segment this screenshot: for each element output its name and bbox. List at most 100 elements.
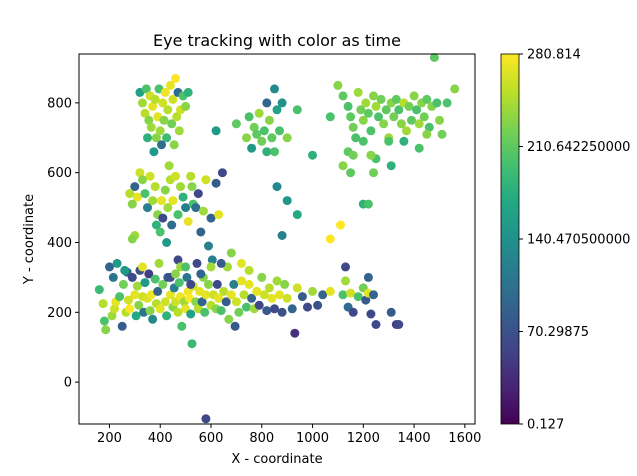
data-point bbox=[140, 189, 150, 199]
data-point bbox=[369, 168, 378, 178]
colorbar-tick-label: 0.127 bbox=[527, 418, 564, 433]
colorbar-ticks: 0.127 70.29875 140.470500000 210.642250000 2… bbox=[519, 48, 630, 433]
data-point bbox=[94, 285, 104, 295]
data-point bbox=[290, 328, 300, 338]
data-point bbox=[237, 258, 246, 268]
data-point bbox=[404, 101, 414, 111]
data-point bbox=[150, 274, 160, 284]
data-point bbox=[216, 258, 226, 268]
data-point bbox=[148, 196, 158, 206]
data-point bbox=[361, 295, 371, 305]
data-point bbox=[192, 258, 202, 268]
data-point bbox=[244, 265, 254, 275]
x-axis: 200 400 600 800 1000 1200 1400 1600 bbox=[97, 424, 481, 446]
data-point bbox=[217, 168, 227, 178]
data-point bbox=[247, 293, 257, 303]
data-point bbox=[386, 161, 396, 171]
colorbar-tick-label: 140.470500000 bbox=[527, 233, 630, 248]
data-point bbox=[198, 206, 208, 216]
data-point bbox=[127, 234, 137, 244]
data-point bbox=[308, 150, 317, 160]
data-point bbox=[168, 196, 178, 206]
data-point bbox=[277, 98, 287, 108]
data-point bbox=[432, 98, 442, 108]
y-tick-label: 600 bbox=[47, 166, 72, 181]
data-point bbox=[144, 269, 154, 279]
data-point bbox=[145, 306, 155, 316]
data-point bbox=[282, 133, 292, 143]
data-point bbox=[120, 265, 130, 275]
data-point bbox=[270, 84, 279, 94]
x-tick-label: 200 bbox=[97, 431, 122, 446]
data-point bbox=[163, 105, 173, 115]
data-point bbox=[402, 126, 411, 136]
data-point bbox=[435, 115, 444, 125]
data-point bbox=[108, 272, 118, 282]
data-point bbox=[353, 292, 363, 302]
data-point bbox=[143, 133, 152, 143]
data-point bbox=[132, 281, 142, 291]
data-point bbox=[206, 213, 216, 223]
data-point bbox=[264, 283, 274, 293]
y-axis-label: Y - coordinate bbox=[22, 194, 37, 285]
data-point bbox=[384, 136, 394, 146]
data-point bbox=[270, 304, 279, 314]
data-point bbox=[358, 115, 368, 125]
chart-title: Eye tracking with color as time bbox=[153, 31, 401, 50]
data-point bbox=[219, 286, 229, 296]
data-point bbox=[165, 290, 175, 300]
data-point bbox=[237, 276, 246, 286]
data-point bbox=[177, 321, 187, 331]
colorbar-tick-label: 210.642250000 bbox=[527, 140, 630, 155]
data-point bbox=[280, 279, 290, 289]
data-point bbox=[262, 147, 272, 157]
data-point bbox=[257, 136, 267, 146]
data-point bbox=[277, 231, 287, 240]
data-point bbox=[148, 101, 158, 111]
data-point bbox=[341, 262, 350, 272]
data-point bbox=[254, 108, 264, 118]
data-point bbox=[231, 297, 241, 307]
data-point bbox=[134, 300, 144, 310]
data-point bbox=[287, 304, 297, 314]
data-point bbox=[141, 84, 151, 94]
data-point bbox=[171, 73, 180, 83]
data-point bbox=[206, 262, 216, 272]
data-point bbox=[414, 119, 424, 129]
data-point bbox=[99, 316, 109, 326]
data-point bbox=[394, 320, 404, 329]
data-point bbox=[292, 105, 302, 115]
data-point bbox=[252, 129, 262, 139]
data-point bbox=[292, 210, 302, 220]
data-point bbox=[171, 269, 180, 279]
data-point bbox=[422, 129, 432, 139]
data-point bbox=[399, 136, 409, 146]
data-point bbox=[132, 192, 142, 202]
data-point bbox=[338, 161, 348, 171]
colorbar-tick-label: 280.814 bbox=[527, 48, 581, 63]
data-point bbox=[412, 105, 422, 115]
data-point bbox=[153, 286, 163, 296]
data-point bbox=[336, 220, 345, 230]
data-point bbox=[325, 112, 335, 122]
data-point bbox=[366, 126, 376, 136]
data-point bbox=[174, 126, 184, 136]
data-point bbox=[254, 300, 264, 310]
data-point bbox=[124, 295, 133, 305]
data-point bbox=[178, 192, 188, 202]
data-point bbox=[366, 150, 376, 160]
x-axis-label: X - coordinate bbox=[231, 452, 322, 467]
data-point bbox=[369, 91, 378, 101]
data-point bbox=[230, 321, 240, 331]
data-point bbox=[272, 276, 282, 286]
data-point bbox=[353, 87, 363, 97]
data-point bbox=[226, 248, 236, 258]
data-point bbox=[197, 297, 207, 307]
data-point bbox=[348, 150, 358, 160]
data-point bbox=[234, 307, 244, 317]
data-point bbox=[272, 105, 282, 115]
colorbar-tick-label: 70.29875 bbox=[527, 325, 589, 340]
data-point bbox=[187, 339, 197, 349]
data-point bbox=[130, 182, 140, 192]
